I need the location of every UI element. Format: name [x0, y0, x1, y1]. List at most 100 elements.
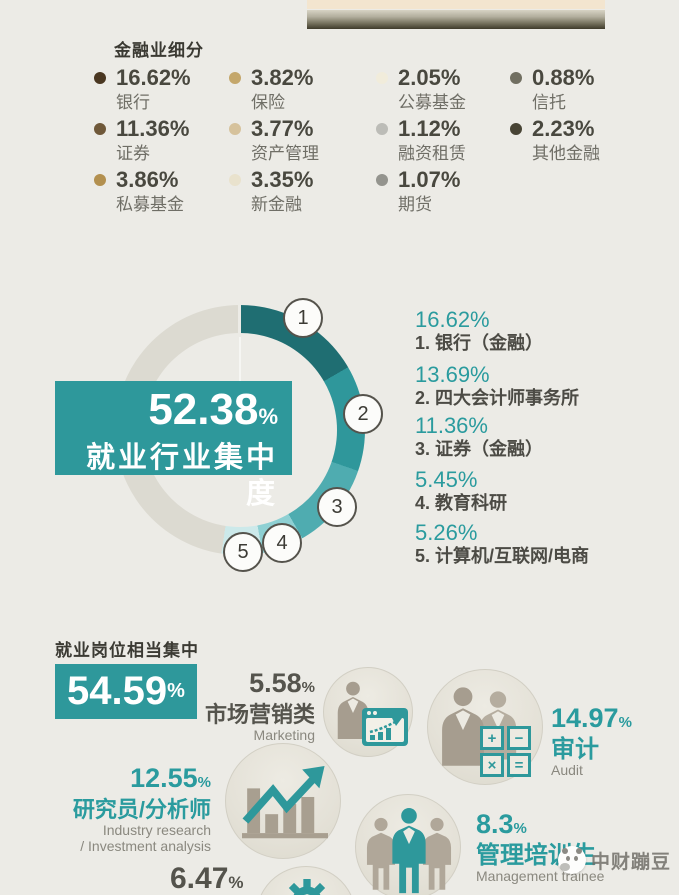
- person-icon-highlight: [392, 807, 426, 894]
- watermark-text: 中财蹦豆: [591, 851, 672, 873]
- breakdown-percent: 1.12%: [398, 116, 461, 141]
- bullet-dot-icon: [376, 72, 388, 84]
- legend-item: 13.69% 2. 四大会计师事务所: [415, 363, 665, 409]
- legend-label: 3. 证券（金融）: [415, 439, 544, 459]
- breakdown-item: 16.62% 银行: [94, 66, 224, 114]
- research-icon-circle: [225, 743, 341, 859]
- jobs-value: 54.59: [67, 669, 168, 713]
- breakdown-item: 1.12% 融资租赁: [376, 117, 506, 165]
- concentration-headline-box: 52.38% 就业行业集中度: [55, 381, 292, 510]
- breakdown-label: 证券: [116, 144, 150, 163]
- breakdown-label: 银行: [116, 93, 150, 112]
- person-icon: [366, 817, 396, 890]
- breakdown-item: 3.86% 私募基金: [94, 168, 224, 216]
- job-percent: 5.58%: [249, 668, 315, 698]
- bar-chart-growth-icon: [242, 766, 328, 839]
- concentration-label: 就业行业集中度: [85, 442, 278, 510]
- segment-marker-1: 1: [283, 298, 323, 338]
- bullet-dot-icon: [94, 123, 106, 135]
- legend-item: 5.26% 5. 计算机/互联网/电商: [415, 521, 665, 567]
- legend-item: 11.36% 3. 证券（金融）: [415, 414, 665, 460]
- legend-item: 16.62% 1. 银行（金融）: [415, 308, 665, 354]
- bullet-dot-icon: [510, 123, 522, 135]
- bullet-dot-icon: [376, 123, 388, 135]
- donut-top-divider: [238, 303, 241, 337]
- job-label-zh: 研究员/分析师: [72, 797, 211, 822]
- businessman-icon: [337, 681, 369, 739]
- job-label-en: Marketing: [253, 727, 315, 743]
- watermark: 中财蹦豆: [558, 846, 671, 874]
- job-label-en: Audit: [551, 762, 583, 778]
- breakdown-label: 其他金融: [532, 144, 600, 163]
- breakdown-label: 期货: [398, 195, 432, 214]
- bullet-dot-icon: [376, 174, 388, 186]
- trainee-icon-circle: [355, 794, 461, 895]
- breakdown-label: 私募基金: [116, 195, 184, 214]
- breakdown-percent: 3.82%: [251, 65, 314, 90]
- breakdown-label: 信托: [532, 93, 566, 112]
- legend-label: 2. 四大会计师事务所: [415, 388, 580, 408]
- segment-number: 2: [357, 402, 369, 425]
- legend-percent: 5.45%: [415, 467, 478, 492]
- segment-number: 4: [276, 531, 288, 554]
- breakdown-label: 融资租赁: [398, 144, 466, 163]
- marketing-icon-circle: [323, 667, 413, 757]
- breakdown-label: 保险: [251, 93, 285, 112]
- breakdown-percent: 16.62%: [116, 65, 191, 90]
- legend-percent: 16.62%: [415, 307, 490, 332]
- job-label-zh: 审计: [551, 736, 599, 763]
- segment-marker-2: 2: [343, 394, 383, 434]
- breakdown-percent: 3.77%: [251, 116, 314, 141]
- donut-center-line: [239, 337, 241, 383]
- bullet-dot-icon: [229, 174, 241, 186]
- segment-marker-4: 4: [262, 523, 302, 563]
- legend-item: 5.45% 4. 教育科研: [415, 468, 665, 514]
- breakdown-label: 新金融: [251, 195, 302, 214]
- bullet-dot-icon: [94, 72, 106, 84]
- segment-marker-3: 3: [317, 487, 357, 527]
- jobs-title: 就业岗位相当集中: [55, 641, 199, 660]
- svg-text:$: $: [302, 890, 312, 895]
- breakdown-item: 3.82% 保险: [229, 66, 359, 114]
- job-audit-block: 14.97% 审计 Audit: [551, 704, 632, 778]
- breakdown-percent: 2.23%: [532, 116, 595, 141]
- concentration-value: 52.38%: [148, 385, 278, 434]
- legend-percent: 13.69%: [415, 362, 490, 387]
- segment-marker-5: 5: [223, 532, 263, 572]
- job-label-en: / Investment analysis: [80, 838, 211, 854]
- calculator-icon: + − × =: [480, 726, 531, 777]
- job-marketing-block: 5.58% 市场营销类 Marketing: [185, 669, 315, 743]
- bullet-dot-icon: [229, 123, 241, 135]
- dollar-gear-icon: $: [288, 879, 326, 895]
- job-label-zh: 市场营销类: [204, 702, 315, 727]
- breakdown-label: 公募基金: [398, 93, 466, 112]
- breakdown-item: 1.07% 期货: [376, 168, 506, 216]
- businessman-icon: [442, 687, 484, 766]
- segment-number: 5: [237, 540, 249, 563]
- job-percent: 8.3%: [476, 809, 527, 839]
- segment-number: 1: [297, 306, 309, 329]
- breakdown-percent: 1.07%: [398, 167, 461, 192]
- bullet-dot-icon: [229, 72, 241, 84]
- job-label-en: Industry research: [102, 822, 211, 838]
- legend-label: 5. 计算机/互联网/电商: [415, 546, 590, 566]
- segment-number: 3: [331, 495, 343, 518]
- breakdown-item: 2.23% 其他金融: [510, 117, 640, 165]
- job-extra-percent: 6.47%: [170, 862, 244, 895]
- job-percent: 14.97%: [551, 703, 632, 733]
- top-banner-gradient-bar: [307, 10, 605, 29]
- breakdown-item: 3.77% 资产管理: [229, 117, 359, 165]
- breakdown-title: 金融业细分: [114, 41, 204, 60]
- breakdown-label: 资产管理: [251, 144, 319, 163]
- breakdown-item: 3.35% 新金融: [229, 168, 359, 216]
- breakdown-percent: 3.35%: [251, 167, 314, 192]
- legend-label: 1. 银行（金融）: [415, 333, 544, 353]
- breakdown-item: 0.88% 信托: [510, 66, 640, 114]
- legend-percent: 11.36%: [415, 413, 488, 438]
- breakdown-percent: 2.05%: [398, 65, 461, 90]
- audit-icon-circle: + − × =: [427, 669, 543, 785]
- breakdown-item: 2.05% 公募基金: [376, 66, 506, 114]
- watermark-logo-icon: [558, 846, 586, 874]
- chart-window-icon: [362, 708, 408, 746]
- finance-gear-icon-circle: $: [256, 866, 356, 895]
